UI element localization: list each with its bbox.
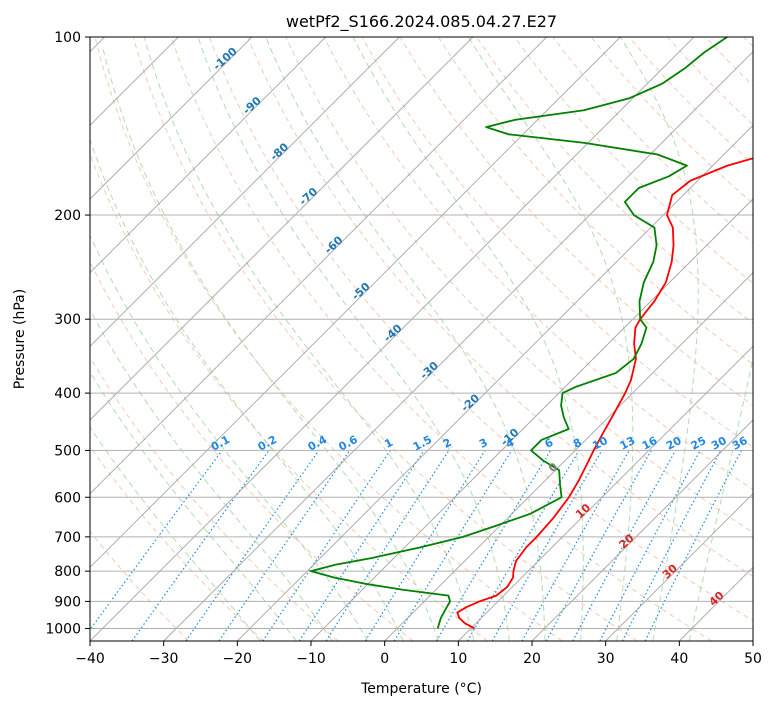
- dry-adiabat-line: [90, 356, 339, 641]
- chart-title: wetPf2_S166.2024.085.04.27.E27: [286, 12, 557, 32]
- mixing-ratio-line: [644, 450, 743, 641]
- mixing-ratio-label: 10: [590, 434, 610, 453]
- profile-series: [309, 37, 753, 630]
- y-axis-title: Pressure (hPa): [12, 289, 28, 389]
- mixing-ratio-line: [185, 450, 320, 641]
- isotherm-line: [752, 640, 753, 641]
- isotherm-line: [163, 50, 753, 641]
- y-tick-label: 700: [54, 530, 81, 546]
- dry-adiabat-line: [94, 37, 563, 641]
- mixing-ratio-line: [393, 450, 513, 641]
- dry-adiabat-line: [514, 37, 753, 284]
- dry-adiabat-line: [285, 37, 753, 534]
- y-tick-label: 600: [54, 490, 81, 506]
- x-tick-label: −20: [223, 651, 253, 667]
- isotherm-line: [605, 492, 753, 641]
- isotherm-line: [90, 37, 327, 274]
- y-tick-label: 200: [54, 208, 81, 224]
- moist-adiabat-line: [90, 137, 404, 641]
- isotherm-line: [90, 37, 548, 495]
- x-tick-label: −30: [149, 651, 179, 667]
- mixing-ratio-label: 16: [640, 434, 660, 453]
- mixing-ratio-line: [572, 450, 677, 641]
- moist-adiabat-line: [688, 356, 753, 641]
- mixing-ratio-line: [325, 450, 450, 641]
- dry-adiabat-line: [90, 260, 414, 641]
- x-tick-label: 20: [523, 651, 541, 667]
- y-tick-label: 900: [54, 594, 81, 610]
- x-axis-ticks: −40 −30 −20 −10 0 10 20 30 40 50: [75, 641, 762, 667]
- isotherm-line: [310, 198, 753, 641]
- mixing-ratio-line: [521, 450, 630, 641]
- dry-adiabat-line: [323, 37, 753, 491]
- dry-adiabat-line: [132, 37, 638, 641]
- isotherm-line: [90, 37, 621, 569]
- moist-adiabat-line: [143, 37, 475, 641]
- moist-adiabat-line: [90, 308, 333, 641]
- isotherm-line: [384, 271, 753, 641]
- dewpoint-profile-line: [309, 37, 728, 629]
- moist-adiabat-line: [265, 37, 546, 641]
- dry-adiabat-line: [90, 152, 488, 641]
- dry-adiabats: [90, 24, 775, 641]
- isotherm-line: [90, 37, 695, 641]
- y-tick-label: 400: [54, 386, 81, 402]
- y-tick-label: 100: [54, 30, 81, 46]
- y-axis-ticks: 100 200 300 400 500 600 700 800 900 1000: [45, 30, 90, 637]
- x-axis-title: Temperature (°C): [360, 681, 482, 697]
- isotherm-line: [457, 345, 753, 641]
- moist-adiabat-line: [102, 49, 439, 641]
- x-tick-label: −40: [75, 651, 105, 667]
- mixing-ratio-label: 25: [689, 434, 709, 453]
- isotherm-line: [531, 419, 753, 641]
- moist-adiabat-line: [90, 234, 369, 641]
- mixing-ratio-line: [621, 450, 722, 641]
- x-tick-label: 50: [744, 651, 762, 667]
- isobar-gridlines: [90, 37, 753, 629]
- isotherm-line: [90, 37, 253, 200]
- x-tick-label: 30: [597, 651, 615, 667]
- y-tick-label: 500: [54, 443, 81, 459]
- x-tick-label: 0: [380, 651, 389, 667]
- dry-adiabat-line: [90, 530, 190, 641]
- mixing-ratio-line: [262, 450, 391, 641]
- mixing-ratio-label: 13: [618, 434, 638, 453]
- mixing-ratio-line: [90, 450, 223, 631]
- y-tick-label: 800: [54, 564, 81, 580]
- moist-adiabat-line: [619, 37, 699, 641]
- moist-adiabat-line: [352, 37, 584, 641]
- x-tick-label: −10: [296, 651, 326, 667]
- isotherm-line: [236, 124, 753, 641]
- mixing-ratio-label: 36: [730, 434, 750, 453]
- moist-adiabat-line: [90, 426, 261, 641]
- mixing-ratio-line: [298, 450, 425, 641]
- plot-frame: [89, 36, 754, 642]
- mixing-ratio-label: 20: [664, 434, 684, 453]
- moist-adiabat-line: [90, 371, 297, 641]
- y-tick-label: 300: [54, 312, 81, 328]
- moist-adiabat-line: [197, 37, 510, 641]
- dry-adiabat-line: [437, 37, 753, 365]
- mixing-ratio-line: [218, 450, 351, 641]
- mixing-ratio-line: [545, 450, 652, 641]
- dry-adiabat-line: [769, 24, 775, 641]
- x-tick-label: 40: [670, 651, 688, 667]
- isotherm-line: [90, 37, 400, 348]
- skewed-isotherms: [90, 37, 753, 641]
- mixing-ratio-label: 30: [709, 434, 729, 453]
- temperature-profile-line: [456, 157, 753, 630]
- y-tick-label: 1000: [45, 621, 81, 637]
- isotherm-line: [90, 37, 474, 421]
- x-tick-label: 10: [449, 651, 467, 667]
